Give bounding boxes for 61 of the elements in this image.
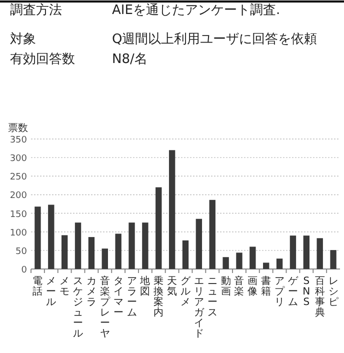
bar bbox=[222, 257, 229, 269]
bar bbox=[88, 237, 95, 269]
bar bbox=[303, 236, 310, 269]
bar bbox=[250, 246, 256, 269]
x-tick-label: レシピ bbox=[328, 276, 338, 308]
bar bbox=[182, 240, 189, 269]
x-tick-label: 乗換案内 bbox=[154, 275, 164, 318]
y-tick-label: 0 bbox=[21, 266, 28, 276]
x-tick-label: SNS bbox=[302, 276, 310, 308]
bar bbox=[156, 187, 162, 269]
x-tick-label: アプリ bbox=[274, 276, 286, 308]
x-tick-label: 画像 bbox=[248, 276, 258, 298]
bar bbox=[168, 150, 176, 269]
bar bbox=[196, 218, 202, 269]
x-tick-label: カメラ bbox=[86, 276, 96, 308]
bar bbox=[102, 248, 108, 269]
x-tick-label: グルメ bbox=[180, 276, 192, 308]
x-tick-label: 書籍 bbox=[261, 275, 272, 298]
x-tick-label: 地図 bbox=[139, 275, 150, 298]
bar bbox=[115, 234, 122, 269]
bar bbox=[290, 236, 296, 269]
bar bbox=[142, 222, 148, 269]
x-tick-label: スケジュール bbox=[73, 276, 84, 340]
text: AIEを通じたアンケート調査. bbox=[112, 3, 280, 18]
text: N8/名 bbox=[112, 52, 148, 67]
bar bbox=[34, 206, 41, 269]
y-tick-label: 200 bbox=[10, 191, 28, 202]
x-tick-label: 天気 bbox=[167, 276, 178, 298]
bar bbox=[236, 252, 242, 269]
text: Q週間以上利用ユーザに回答を依頼 bbox=[112, 32, 318, 47]
bar bbox=[48, 204, 54, 269]
x-tick-label: エリアガイド bbox=[194, 276, 205, 340]
y-tick-label: 100 bbox=[10, 228, 28, 238]
y-tick-label: 150 bbox=[10, 210, 28, 220]
y-tick-label: 250 bbox=[10, 172, 28, 183]
x-tick-label: ゲーム bbox=[288, 276, 299, 308]
x-tick-label: 音楽 bbox=[234, 275, 244, 298]
x-tick-label: タイマー bbox=[113, 276, 124, 318]
x-tick-label: 動画 bbox=[220, 276, 231, 298]
y-tick-label: 350 bbox=[10, 136, 28, 146]
y-tick-label: 50 bbox=[16, 246, 28, 257]
x-tick-label: 電話 bbox=[32, 276, 43, 298]
bar bbox=[74, 222, 82, 269]
bar bbox=[128, 222, 135, 269]
text: 対象 bbox=[10, 31, 36, 47]
text: 調査方法 bbox=[10, 2, 62, 18]
x-tick-label: メール bbox=[46, 276, 56, 308]
bar bbox=[330, 250, 336, 269]
x-tick-label: メモ bbox=[60, 276, 70, 298]
x-tick-label: 百科事典 bbox=[314, 276, 325, 318]
x-tick-label: 音楽プレーヤ bbox=[100, 275, 111, 340]
x-tick-label: アラーム bbox=[126, 276, 137, 318]
bar bbox=[61, 235, 68, 269]
text: 有効回答数 bbox=[10, 52, 75, 67]
bar bbox=[316, 238, 323, 269]
y-axis-title: 票数 bbox=[8, 123, 28, 134]
bar bbox=[263, 262, 270, 269]
y-tick-label: 300 bbox=[10, 154, 28, 164]
x-tick-label: ニュース bbox=[207, 276, 218, 318]
bar bbox=[209, 200, 216, 269]
bar bbox=[276, 258, 283, 269]
